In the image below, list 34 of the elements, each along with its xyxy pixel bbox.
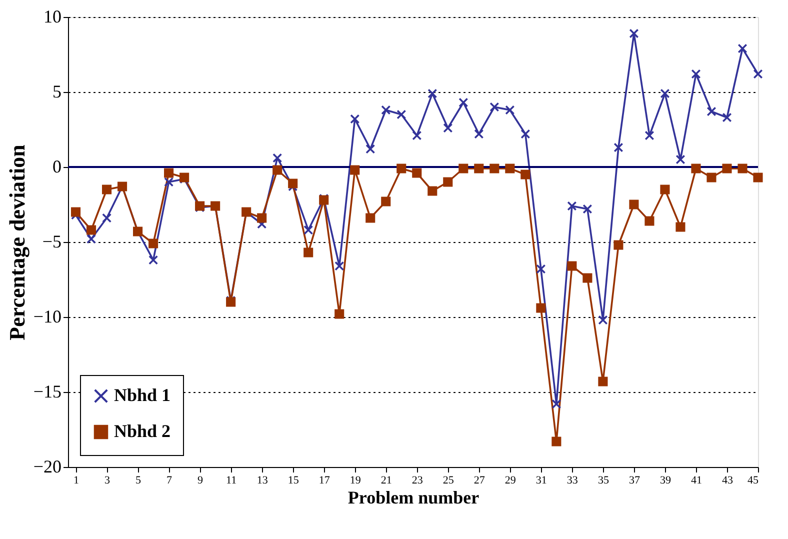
- legend-label: Nbhd 2: [114, 421, 171, 441]
- x-tick-label: 39: [660, 474, 672, 486]
- y-tick-label: −5: [42, 232, 62, 252]
- x-tick-label: 13: [256, 474, 268, 486]
- x-tick-label: 19: [350, 474, 362, 486]
- x-tick-label: 33: [566, 474, 578, 486]
- x-tick-label: 3: [104, 474, 111, 486]
- x-tick-label: 45: [748, 474, 759, 486]
- x-tick-label: 37: [628, 474, 640, 486]
- x-tick-label: 17: [318, 474, 330, 486]
- y-axis-title: Percentage deviation: [4, 144, 30, 340]
- y-tick-label: 0: [52, 156, 62, 176]
- y-tick-label: 10: [44, 6, 62, 26]
- x-tick-label: 35: [598, 474, 610, 486]
- x-tick-label: 1: [74, 474, 80, 486]
- y-tick-label: 5: [52, 82, 62, 102]
- x-tick-label: 43: [722, 474, 734, 486]
- x-tick-label: 31: [536, 474, 547, 486]
- y-tick-label: −20: [33, 456, 62, 476]
- y-tick-label: −15: [33, 382, 62, 402]
- x-tick-label: 27: [474, 474, 486, 486]
- legend-label: Nbhd 1: [114, 385, 171, 405]
- x-axis-title: Problem number: [348, 488, 480, 508]
- x-tick-label: 25: [442, 474, 454, 486]
- y-tick-label: −10: [33, 306, 62, 326]
- x-tick-label: 23: [412, 474, 424, 486]
- x-tick-label: 15: [288, 474, 300, 486]
- x-tick-label: 29: [504, 474, 516, 486]
- x-tick-label: 5: [136, 474, 142, 486]
- x-tick-label: 21: [380, 474, 392, 486]
- x-tick-label: 9: [198, 474, 204, 486]
- x-tick-label: 7: [166, 474, 173, 486]
- x-tick-label: 41: [690, 474, 702, 486]
- x-tick-label: 11: [226, 474, 237, 486]
